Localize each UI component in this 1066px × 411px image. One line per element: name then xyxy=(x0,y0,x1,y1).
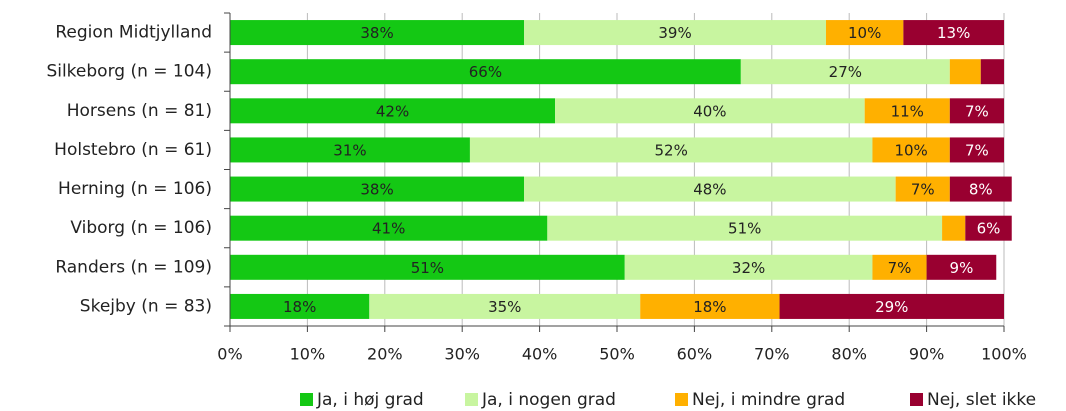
bar-segment xyxy=(872,254,927,280)
bar-segment xyxy=(926,254,997,280)
bar-segment xyxy=(230,20,525,46)
bar-segment xyxy=(524,20,826,46)
data-label: 10% xyxy=(848,24,881,42)
bar-segment xyxy=(825,20,904,46)
bar-segment xyxy=(980,59,1004,85)
data-label: 7% xyxy=(965,102,989,120)
legend-swatch xyxy=(465,393,478,406)
data-label: 18% xyxy=(693,298,726,316)
bar-segment xyxy=(965,215,1012,241)
legend-label: Ja, i høj grad xyxy=(316,390,424,410)
data-label: 9% xyxy=(950,259,974,277)
data-label: 42% xyxy=(376,102,409,120)
x-tick-label: 20% xyxy=(367,345,403,364)
legend-label: Ja, i nogen grad xyxy=(481,390,616,410)
bar-segment xyxy=(895,176,950,202)
bar-segment xyxy=(740,59,950,85)
x-tick-label: 70% xyxy=(754,345,790,364)
x-tick-label: 90% xyxy=(909,345,945,364)
bar-segment xyxy=(524,176,896,202)
data-label: 51% xyxy=(411,259,444,277)
legend-swatch xyxy=(675,393,688,406)
bar-segment xyxy=(640,293,780,319)
bar-segment xyxy=(949,137,1004,163)
data-label: 29% xyxy=(875,298,908,316)
data-label: 18% xyxy=(283,298,316,316)
bar-segment xyxy=(872,137,950,163)
data-label: 8% xyxy=(969,181,993,199)
legend-swatch xyxy=(910,393,923,406)
bar-segment xyxy=(469,137,873,163)
bar-segment xyxy=(624,254,873,280)
bar-segment xyxy=(230,254,625,280)
bar-segment xyxy=(942,215,966,241)
x-tick-label: 0% xyxy=(217,345,242,364)
y-tick-label: Herning (n = 106) xyxy=(58,179,212,199)
data-label: 7% xyxy=(888,259,912,277)
data-label: 27% xyxy=(829,63,862,81)
data-label: 39% xyxy=(658,24,691,42)
x-tick-label: 100% xyxy=(981,345,1027,364)
data-label: 32% xyxy=(732,259,765,277)
bar-segment xyxy=(779,293,1004,319)
data-label: 48% xyxy=(693,181,726,199)
x-tick-label: 40% xyxy=(522,345,558,364)
x-tick-label: 80% xyxy=(831,345,867,364)
bar-segment xyxy=(230,293,370,319)
x-tick-label: 30% xyxy=(444,345,480,364)
bar-segment xyxy=(555,98,865,124)
legend-label: Nej, slet ikke xyxy=(927,390,1036,410)
bar-segment xyxy=(864,98,950,124)
bar-segment xyxy=(547,215,943,241)
data-label: 7% xyxy=(965,141,989,159)
legend-label: Nej, i mindre grad xyxy=(692,390,845,410)
bar-segment xyxy=(903,20,1004,46)
bar-segment xyxy=(230,59,741,85)
y-tick-label: Skejby (n = 83) xyxy=(80,296,212,316)
y-tick-label: Randers (n = 109) xyxy=(55,257,212,277)
y-tick-label: Silkeborg (n = 104) xyxy=(46,62,212,82)
data-label: 7% xyxy=(911,181,935,199)
bar-segment xyxy=(230,215,548,241)
data-label: 40% xyxy=(693,102,726,120)
bar-segment xyxy=(949,98,1004,124)
data-label: 38% xyxy=(360,181,393,199)
y-tick-label: Viborg (n = 106) xyxy=(70,218,212,238)
legend-swatch xyxy=(300,393,313,406)
x-tick-label: 50% xyxy=(599,345,635,364)
y-tick-label: Holstebro (n = 61) xyxy=(54,140,212,160)
x-tick-label: 60% xyxy=(677,345,713,364)
data-label: 11% xyxy=(891,102,924,120)
bar-segment xyxy=(230,176,525,202)
data-label: 10% xyxy=(894,141,927,159)
data-label: 6% xyxy=(977,220,1001,238)
bar-segment xyxy=(949,59,981,85)
data-label: 31% xyxy=(333,141,366,159)
y-tick-label: Horsens (n = 81) xyxy=(67,101,212,121)
data-label: 13% xyxy=(937,24,970,42)
data-label: 66% xyxy=(469,63,502,81)
bar-segment xyxy=(230,137,470,163)
data-label: 51% xyxy=(728,220,761,238)
data-label: 38% xyxy=(360,24,393,42)
x-tick-label: 10% xyxy=(290,345,326,364)
data-label: 41% xyxy=(372,220,405,238)
data-label: 35% xyxy=(488,298,521,316)
bar-segment xyxy=(230,98,556,124)
y-tick-label: Region Midtjylland xyxy=(55,23,212,43)
bar-segment xyxy=(369,293,641,319)
bar-segment xyxy=(949,176,1012,202)
data-label: 52% xyxy=(655,141,688,159)
